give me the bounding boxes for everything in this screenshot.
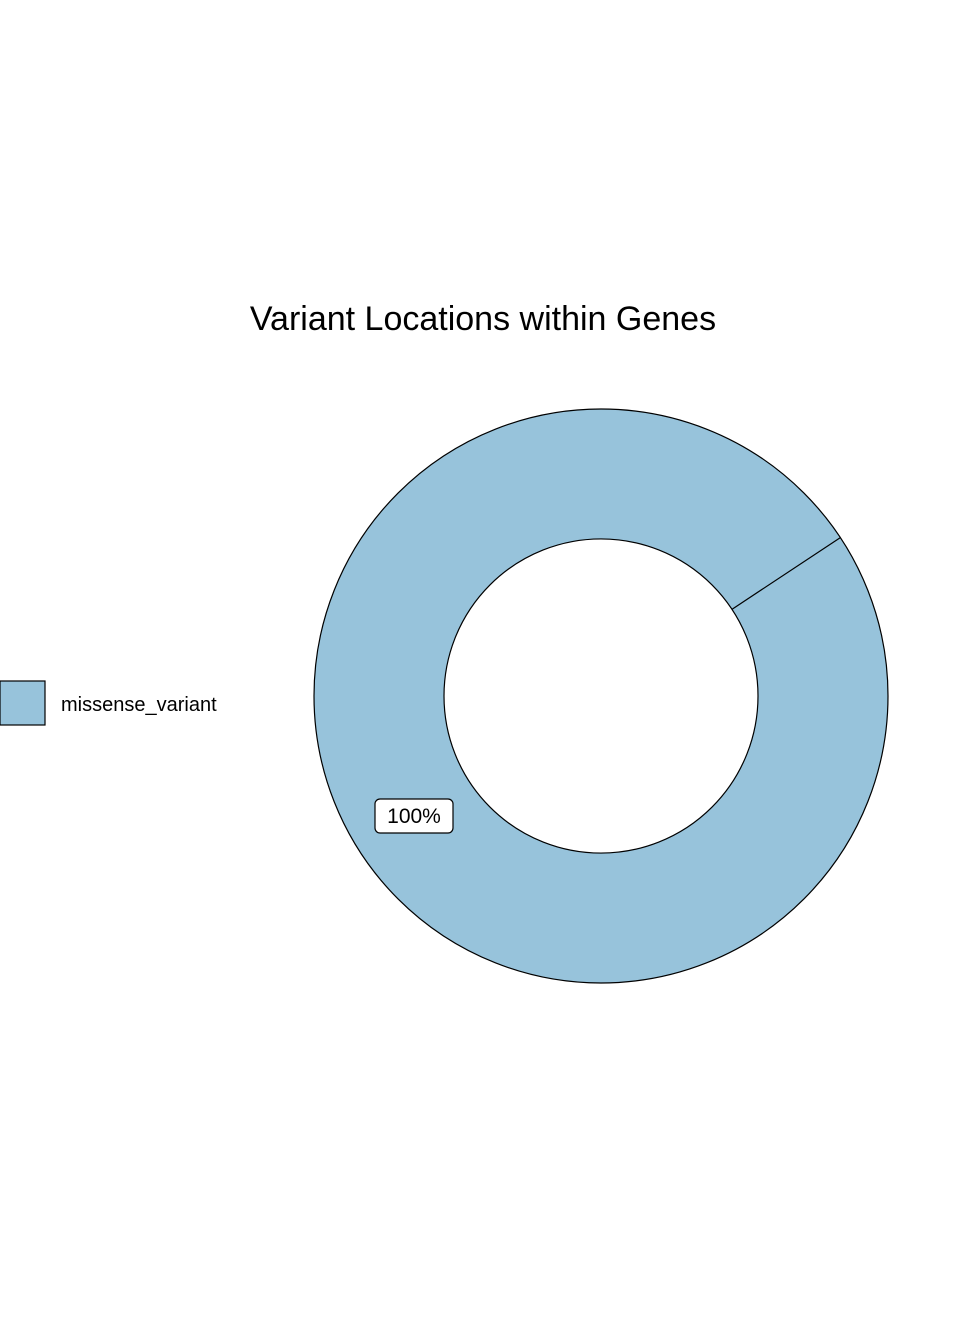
legend: missense_variant — [0, 680, 217, 726]
slice-label-text: 100% — [387, 805, 441, 828]
donut-slice-missense-variant — [313, 408, 889, 984]
slice-label: 100% — [374, 798, 454, 834]
legend-key — [0, 680, 46, 726]
donut-slices — [313, 408, 889, 984]
slice-label-box — [374, 798, 454, 834]
chart-title: Variant Locations within Genes — [250, 300, 716, 338]
legend-label: missense_variant — [61, 694, 217, 716]
slice-seam-line — [731, 537, 841, 610]
slice-labels: 100% — [374, 798, 454, 834]
